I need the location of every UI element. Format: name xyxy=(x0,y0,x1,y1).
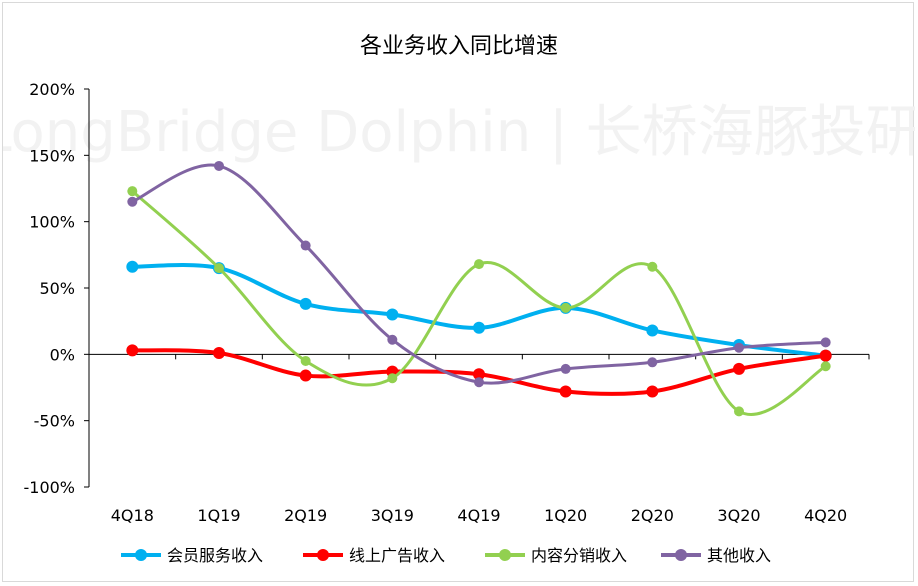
data-point xyxy=(647,261,658,272)
y-tick-label: 200% xyxy=(29,80,75,99)
data-point xyxy=(820,361,831,372)
data-point xyxy=(560,363,571,374)
legend-item-online-ads: 线上广告收入 xyxy=(303,546,445,565)
legend-marker xyxy=(675,549,687,561)
data-point xyxy=(734,342,744,353)
legend-label: 会员服务收入 xyxy=(167,546,263,565)
x-tick-label: 1Q19 xyxy=(197,506,240,525)
data-point xyxy=(473,368,485,381)
legend-item-member-service: 会员服务收入 xyxy=(121,546,263,565)
series-online-ads xyxy=(126,344,832,398)
legend-label: 其他收入 xyxy=(707,546,771,565)
data-point xyxy=(387,373,398,384)
legend: 会员服务收入 线上广告收入 内容分销收入 其他收入 xyxy=(121,546,771,565)
x-tick-label: 4Q19 xyxy=(457,506,500,525)
y-tick-label: 100% xyxy=(29,213,75,232)
line-chart: LongBridge Dolphin | 长桥海豚投研 各业务收入同比增速 -1… xyxy=(3,34,915,565)
data-point xyxy=(300,240,311,251)
watermark-text: LongBridge Dolphin | 长桥海豚投研 xyxy=(3,100,915,165)
legend-marker xyxy=(317,549,329,561)
data-point xyxy=(386,308,399,321)
data-point xyxy=(299,369,312,382)
data-point xyxy=(214,160,224,171)
legend-marker xyxy=(135,549,147,561)
data-point xyxy=(819,349,832,362)
data-point xyxy=(646,324,659,337)
data-point xyxy=(733,362,745,375)
chart-title: 各业务收入同比增速 xyxy=(360,34,558,59)
x-tick-label: 2Q20 xyxy=(631,506,674,525)
data-point xyxy=(387,334,398,345)
legend-label: 线上广告收入 xyxy=(349,546,445,565)
legend-label: 内容分销收入 xyxy=(531,546,627,565)
data-point xyxy=(474,259,484,270)
data-point xyxy=(560,302,571,313)
y-tick-label: 50% xyxy=(39,279,75,298)
data-point xyxy=(473,321,485,334)
data-point xyxy=(474,377,484,388)
data-point xyxy=(126,260,139,273)
series-line xyxy=(130,163,828,385)
data-point xyxy=(213,347,225,360)
data-point xyxy=(646,385,659,398)
y-tick-label: 150% xyxy=(29,146,75,165)
data-point xyxy=(734,406,744,417)
series-layer xyxy=(126,160,832,417)
legend-item-content-distribution: 内容分销收入 xyxy=(485,546,627,565)
data-point xyxy=(820,337,831,348)
series-content-distribution xyxy=(127,186,831,417)
data-point xyxy=(214,263,224,274)
x-axis: 4Q18 1Q19 2Q19 3Q19 4Q19 1Q20 2Q20 3Q20 4Q20 xyxy=(88,354,870,525)
legend-marker xyxy=(499,549,511,561)
data-point xyxy=(127,186,138,197)
x-tick-label: 4Q20 xyxy=(804,506,847,525)
series-member-service xyxy=(126,260,832,362)
x-tick-label: 4Q18 xyxy=(111,506,154,525)
data-point xyxy=(126,344,139,357)
y-tick-label: 0% xyxy=(50,345,75,364)
data-point xyxy=(299,297,312,310)
x-tick-label: 3Q20 xyxy=(717,506,760,525)
series-line xyxy=(130,263,828,358)
y-tick-label: -100% xyxy=(23,478,75,497)
data-point xyxy=(559,385,572,398)
x-tick-label: 1Q20 xyxy=(544,506,587,525)
x-tick-label: 3Q19 xyxy=(371,506,414,525)
y-axis: -100% -50% 0% 50% 100% 150% 200% xyxy=(23,80,89,497)
data-point xyxy=(127,196,138,207)
legend-item-other: 其他收入 xyxy=(661,546,771,565)
data-point xyxy=(300,355,311,366)
series-other xyxy=(127,160,831,388)
y-tick-label: -50% xyxy=(34,412,75,431)
watermark: LongBridge Dolphin | 长桥海豚投研 xyxy=(3,100,915,165)
x-tick-label: 2Q19 xyxy=(284,506,327,525)
data-point xyxy=(647,357,658,368)
